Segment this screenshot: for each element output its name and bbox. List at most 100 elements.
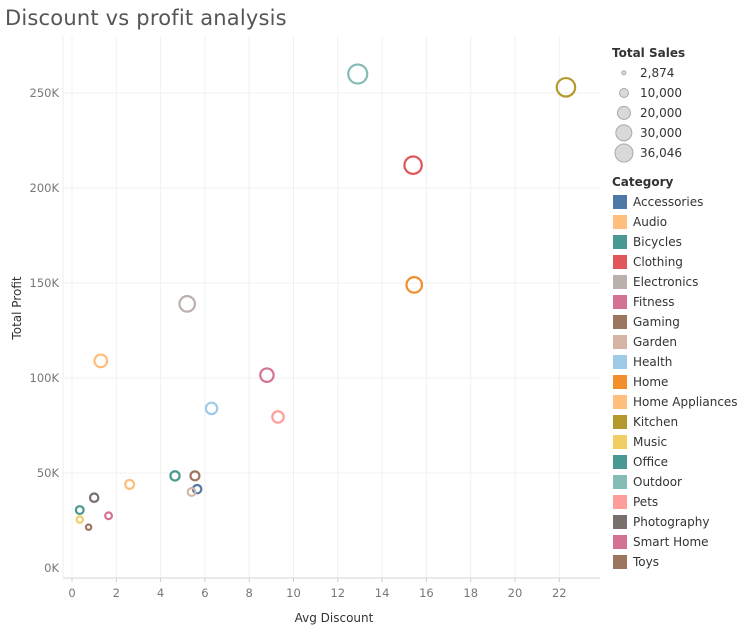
size-legend-label: 2,874: [640, 66, 675, 80]
size-legend-label: 30,000: [640, 126, 682, 140]
legend-item-fitness[interactable]: Fitness: [612, 292, 751, 312]
x-tick-label: 16: [419, 586, 434, 600]
x-tick-label: 20: [508, 586, 523, 600]
legend-label: Photography: [633, 515, 710, 529]
legend-label: Smart Home: [633, 535, 709, 549]
point-audio[interactable]: [93, 353, 109, 369]
point-clothing[interactable]: [403, 155, 423, 175]
category-legend-title: Category: [612, 175, 674, 189]
legend-item-accessories[interactable]: Accessories: [612, 192, 751, 212]
legend-item-outdoor[interactable]: Outdoor: [612, 472, 751, 492]
legend-item-home[interactable]: Home: [612, 372, 751, 392]
y-tick-label: 0K: [44, 561, 59, 575]
y-tick-label: 150K: [30, 276, 60, 290]
y-tick-label: 100K: [30, 371, 60, 385]
x-axis-label: Avg Discount: [295, 611, 374, 625]
category-legend: Category Accessories Audio Bicycles Clothin…: [612, 175, 751, 572]
size-legend-label: 36,046: [640, 146, 682, 160]
point-smart-home[interactable]: [104, 511, 114, 521]
y-tick-label: 250K: [30, 86, 60, 100]
point-health[interactable]: [204, 401, 219, 416]
legend-item-pets[interactable]: Pets: [612, 492, 751, 512]
grid: [63, 36, 600, 578]
legend-label: Home Appliances: [633, 395, 738, 409]
point-music[interactable]: [75, 515, 85, 524]
point-outdoor[interactable]: [347, 63, 369, 85]
legend-swatch: [613, 535, 627, 549]
legend-item-kitchen[interactable]: Kitchen: [612, 412, 751, 432]
legend-item-music[interactable]: Music: [612, 432, 751, 452]
legend-swatch: [613, 255, 627, 269]
size-legend-label: 20,000: [640, 106, 682, 120]
legend-swatch: [613, 455, 627, 469]
legend-label: Pets: [633, 495, 659, 509]
size-legend-item: 30,000: [612, 123, 751, 143]
legend-swatch: [613, 375, 627, 389]
legend-label: Garden: [633, 335, 677, 349]
x-tick-label: 2: [113, 586, 120, 600]
legend-label: Toys: [633, 555, 659, 569]
point-electronics[interactable]: [178, 295, 197, 313]
legend-item-clothing[interactable]: Clothing: [612, 252, 751, 272]
x-tick-label: 10: [286, 586, 301, 600]
point-kitchen[interactable]: [555, 76, 577, 98]
chart-title: Discount vs profit analysis: [5, 6, 287, 30]
x-tick-label: 4: [157, 586, 164, 600]
legend-swatch: [613, 295, 627, 309]
legend-item-bicycles[interactable]: Bicycles: [612, 232, 751, 252]
legend-label: Electronics: [633, 275, 699, 289]
legend-item-home-appliances[interactable]: Home Appliances: [612, 392, 751, 412]
legend-item-garden[interactable]: Garden: [612, 332, 751, 352]
legend-item-electronics[interactable]: Electronics: [612, 272, 751, 292]
legend-swatch: [613, 355, 627, 369]
point-home-appliances[interactable]: [124, 478, 136, 490]
legend-item-gaming[interactable]: Gaming: [612, 312, 751, 332]
legend-swatch: [613, 275, 627, 289]
y-tick-label: 50K: [37, 466, 60, 480]
point-garden[interactable]: [186, 487, 197, 497]
y-tick-label: 200K: [30, 181, 60, 195]
legend-swatch: [613, 475, 627, 489]
marks: [74, 63, 577, 531]
legend-swatch: [613, 235, 627, 249]
legend-item-health[interactable]: Health: [612, 352, 751, 372]
legend-swatch: [613, 555, 627, 569]
legend-item-toys[interactable]: Toys: [612, 552, 751, 572]
legend-item-smart-home[interactable]: Smart Home: [612, 532, 751, 552]
size-legend-title: Total Sales: [612, 46, 686, 60]
point-bicycles[interactable]: [74, 505, 85, 516]
legend-swatch: [613, 195, 627, 209]
legend-swatch: [613, 395, 627, 409]
legend-label: Music: [633, 435, 668, 449]
size-swatch: [621, 70, 627, 76]
size-swatch: [619, 88, 629, 98]
point-gaming[interactable]: [189, 470, 201, 482]
x-tick-label: 12: [330, 586, 345, 600]
x-tick-label: 6: [201, 586, 208, 600]
point-photography[interactable]: [88, 492, 100, 503]
point-fitness[interactable]: [259, 367, 275, 383]
legend-swatch: [613, 215, 627, 229]
legend-label: Kitchen: [633, 415, 679, 429]
legend-label: Office: [633, 455, 669, 469]
legend-label: Outdoor: [633, 475, 682, 489]
point-office[interactable]: [169, 470, 181, 482]
legend-label: Clothing: [633, 255, 683, 269]
legend-label: Audio: [633, 215, 668, 229]
size-swatch: [616, 105, 632, 121]
size-legend: Total Sales 2,874 10,000 20,000 30,000 36,04…: [612, 46, 751, 163]
point-pets[interactable]: [271, 410, 285, 424]
x-tick-label: 8: [246, 586, 253, 600]
legend-item-audio[interactable]: Audio: [612, 212, 751, 232]
legend-item-photography[interactable]: Photography: [612, 512, 751, 532]
size-legend-item: 20,000: [612, 103, 751, 123]
legend-swatch: [613, 495, 627, 509]
size-legend-label: 10,000: [640, 86, 682, 100]
x-tick-label: 18: [463, 586, 478, 600]
legend-item-office[interactable]: Office: [612, 452, 751, 472]
point-home[interactable]: [405, 276, 424, 294]
point-toys[interactable]: [84, 523, 93, 531]
legend: Total Sales 2,874 10,000 20,000 30,000 36,04…: [612, 46, 751, 572]
size-legend-item: 10,000: [612, 83, 751, 103]
